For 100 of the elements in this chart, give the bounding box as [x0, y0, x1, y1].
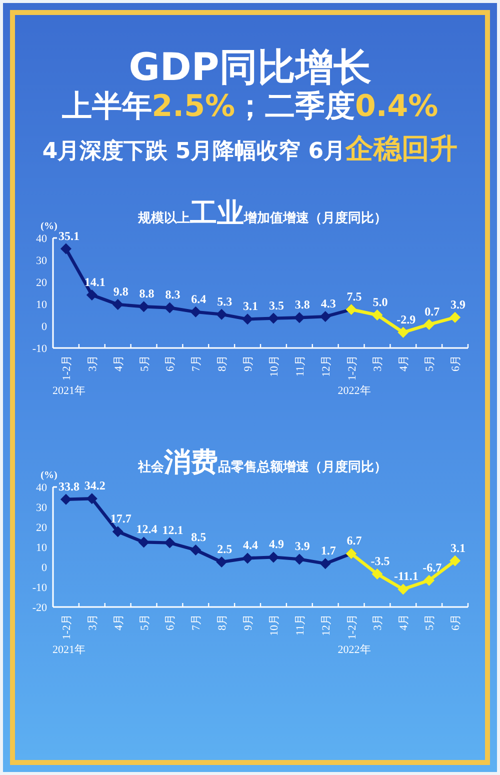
x-tick-label: 4月 — [112, 355, 125, 372]
text: 2022年 — [338, 644, 371, 656]
point — [164, 302, 176, 314]
data-label: 1.7 — [320, 544, 336, 558]
text: 2022年 — [338, 385, 371, 397]
data-label: 35.1 — [58, 228, 80, 243]
x-tick-label: 6月 — [450, 355, 462, 372]
x-tick-label: 3月 — [372, 614, 384, 630]
x-tick-label: 4月 — [112, 614, 125, 630]
data-label: 7.5 — [346, 290, 362, 304]
x-tick-label: 3月 — [372, 355, 384, 372]
data-label: 33.8 — [58, 479, 80, 494]
text: GDP同比增长 — [128, 45, 372, 89]
data-label: -3.5 — [370, 554, 390, 568]
point — [138, 536, 150, 548]
data-label: 34.2 — [84, 478, 106, 493]
point — [190, 306, 202, 318]
point — [268, 312, 279, 324]
x-tick-label: 7月 — [190, 614, 203, 630]
x-tick-label: 5月 — [138, 355, 151, 372]
data-label: 5.3 — [217, 294, 232, 308]
data-label: 8.3 — [165, 288, 180, 302]
text: 2021年 — [52, 644, 86, 656]
data-label: 3.9 — [450, 297, 466, 312]
x-tick-label: 10月 — [268, 355, 280, 377]
x-tick-label: 5月 — [138, 614, 151, 630]
data-label: 0.7 — [424, 304, 440, 318]
data-label: 17.7 — [110, 512, 132, 526]
data-label: 12.1 — [162, 522, 184, 537]
x-tick-label: 4月 — [398, 355, 410, 372]
point — [164, 537, 176, 548]
data-label: 4.9 — [268, 537, 284, 552]
x-tick-label: 4月 — [398, 614, 410, 630]
text: 4月深度下跌 5月降幅收窄 6月企稳回升 — [42, 132, 458, 165]
y-tick-label: -10 — [32, 343, 48, 355]
data-label: -11.1 — [394, 569, 418, 584]
point — [86, 289, 98, 300]
point — [372, 568, 383, 580]
point — [216, 308, 228, 320]
x-tick-label: 7月 — [190, 355, 203, 372]
x-tick-label: 3月 — [86, 355, 99, 372]
point — [424, 318, 435, 330]
x-tick-label: 12月 — [320, 614, 332, 636]
point — [216, 556, 228, 568]
y-tick-label: 40 — [36, 233, 48, 245]
data-label: 5.0 — [372, 295, 388, 309]
x-tick-label: 1-2月 — [346, 614, 358, 640]
x-tick-label: 10月 — [268, 614, 280, 636]
point — [450, 312, 461, 323]
data-label: 12.4 — [136, 522, 158, 536]
y-tick-label: -20 — [32, 602, 48, 614]
y-tick-label: 0 — [42, 562, 48, 574]
data-label: 3.1 — [243, 299, 258, 314]
data-label: -2.9 — [396, 312, 416, 326]
data-label: 3.9 — [294, 539, 310, 554]
data-label: 8.5 — [191, 530, 206, 544]
y-tick-label: 10 — [36, 299, 48, 311]
point — [424, 574, 435, 586]
data-label: 3.1 — [450, 540, 466, 555]
point — [242, 552, 254, 564]
data-label: 8.8 — [139, 286, 154, 301]
point — [294, 312, 305, 324]
chart-title: 社会消费品零售总额增速（月度同比） — [137, 447, 387, 478]
y-tick-label: -10 — [32, 582, 48, 594]
x-tick-label: 1-2月 — [60, 355, 73, 381]
data-label: 9.8 — [113, 284, 128, 298]
x-tick-label: 3月 — [86, 614, 99, 630]
x-tick-label: 5月 — [424, 614, 436, 630]
data-label: 6.7 — [346, 534, 362, 548]
data-label: 6.4 — [191, 292, 206, 306]
x-tick-label: 5月 — [424, 355, 436, 372]
point — [60, 243, 72, 254]
chart-title: 规模以上工业增加值增速（月度同比） — [137, 198, 387, 229]
y-tick-label: 0 — [42, 321, 48, 333]
point — [372, 310, 383, 320]
data-label: 3.5 — [268, 298, 284, 312]
x-tick-label: 6月 — [164, 355, 177, 372]
y-tick-label: 30 — [36, 255, 48, 267]
data-label: 14.1 — [84, 274, 106, 289]
point — [190, 544, 202, 556]
text: 2021年 — [52, 385, 86, 397]
x-tick-label: 11月 — [294, 614, 306, 636]
data-label: 4.4 — [243, 538, 258, 552]
point — [398, 584, 409, 595]
point — [268, 552, 279, 563]
y-axis-title: (%) — [40, 470, 58, 481]
point — [112, 298, 124, 310]
point — [450, 555, 461, 566]
x-tick-label: 12月 — [320, 355, 332, 377]
point — [86, 493, 98, 504]
x-tick-label: 8月 — [216, 614, 229, 630]
y-tick-label: 20 — [36, 522, 48, 534]
x-tick-label: 6月 — [450, 614, 462, 630]
data-label: 4.3 — [320, 296, 336, 311]
x-tick-label: 1-2月 — [346, 355, 358, 381]
point — [294, 554, 305, 565]
point — [138, 301, 150, 312]
point — [320, 558, 331, 570]
x-tick-label: 1-2月 — [60, 614, 73, 640]
x-tick-label: 9月 — [242, 355, 255, 372]
